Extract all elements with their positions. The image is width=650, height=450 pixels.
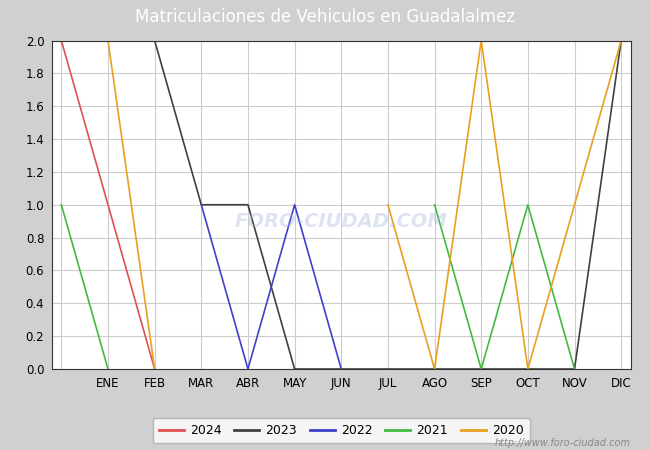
Legend: 2024, 2023, 2022, 2021, 2020: 2024, 2023, 2022, 2021, 2020 bbox=[153, 418, 530, 443]
Text: Matriculaciones de Vehiculos en Guadalalmez: Matriculaciones de Vehiculos en Guadalal… bbox=[135, 8, 515, 26]
Text: http://www.foro-ciudad.com: http://www.foro-ciudad.com bbox=[495, 438, 630, 448]
Text: FORO-CIUDAD.COM: FORO-CIUDAD.COM bbox=[235, 212, 448, 231]
